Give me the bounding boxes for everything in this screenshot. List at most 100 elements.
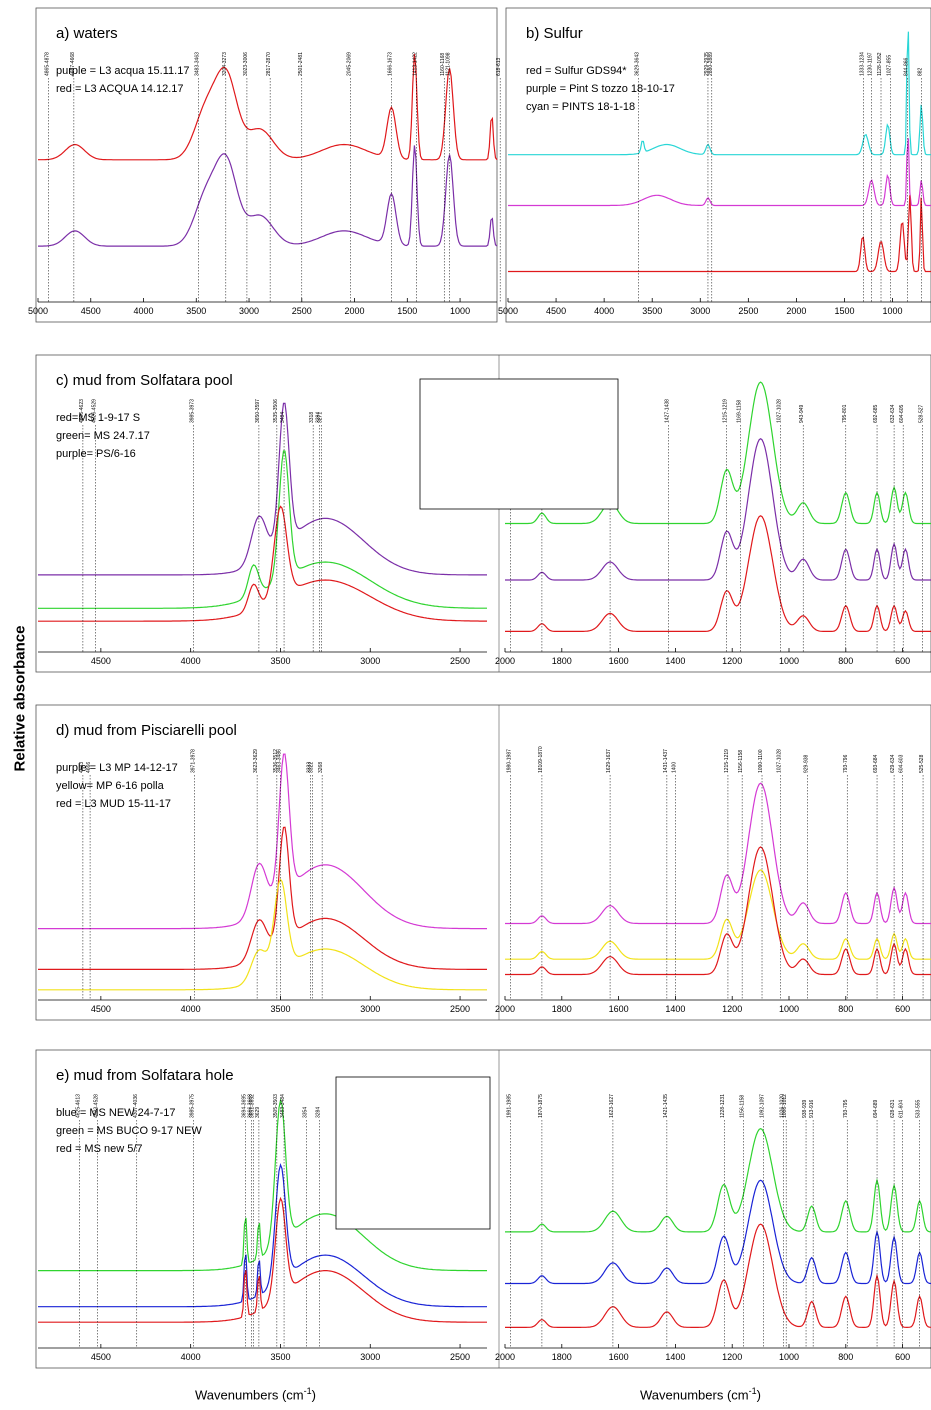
x-tick-label-e2: 600: [895, 1352, 910, 1362]
panel-frame-e: [35, 1049, 931, 1369]
x-tick-label-a: 1500: [397, 306, 417, 316]
x-tick-label-e2: 2000: [495, 1352, 515, 1362]
x-tick-label-e: 4500: [91, 1352, 111, 1362]
peak-label-e: 3985-3975: [189, 1094, 195, 1118]
series-line-c2-purple: [505, 437, 931, 581]
peak-label-c2: 943-949: [799, 404, 805, 423]
x-tick-label-c: 3500: [270, 656, 290, 666]
x-tick-label-d2: 1800: [552, 1004, 572, 1014]
peak-label-e2: 1623-1627: [609, 1094, 615, 1118]
peak-label-c: 3484: [280, 412, 286, 423]
x-tick-label-a: 5000: [28, 306, 48, 316]
x-tick-label-b: 1000: [883, 306, 903, 316]
x-axis-label-text: Wavenumbers (cm: [195, 1387, 304, 1403]
series-line-c-green: [38, 450, 487, 609]
x-tick-label-d: 4500: [91, 1004, 111, 1014]
x-tick-label-b: 3000: [690, 306, 710, 316]
series-line-b-red: [508, 195, 931, 273]
series-line-e2-green: [505, 1128, 931, 1233]
peak-label-c2: 1027-1028: [776, 399, 782, 423]
legend-entry-a: red = L3 ACQUA 14.12.17: [56, 83, 184, 95]
peak-label-a: 4657-4668: [70, 52, 76, 76]
series-line-c2-green: [505, 381, 931, 525]
x-tick-label-c2: 1000: [779, 656, 799, 666]
x-tick-label-d: 2500: [450, 1004, 470, 1014]
peak-label-d: 3623-3629: [253, 749, 259, 773]
peak-label-c2: 604-605: [899, 404, 905, 423]
x-tick-label-a: 2000: [345, 306, 365, 316]
peak-label-a: 3483-3463: [194, 52, 200, 76]
x-tick-label-e: 3500: [270, 1352, 290, 1362]
series-line-d-yellow: [38, 878, 487, 991]
peak-label-d2: 18109-1870: [538, 746, 544, 773]
peak-label-b: 844-866: [904, 57, 910, 76]
x-tick-label-b: 2500: [738, 306, 758, 316]
peak-label-a: 2045-2069: [346, 52, 352, 76]
x-tick-label-e2: 1600: [609, 1352, 629, 1362]
series-line-c-red: [38, 505, 487, 622]
legend-entry-d: red = L3 MUD 15-11-17: [56, 798, 171, 810]
peak-label-c: 4526-4529: [91, 399, 97, 423]
panel-frame-a: [35, 7, 498, 323]
series-line-e-red: [38, 1196, 487, 1323]
x-tick-label-d2: 800: [838, 1004, 853, 1014]
peak-label-e2: 913-916: [809, 1099, 815, 1118]
legend-entry-b: red = Sulfur GDS94*: [526, 65, 627, 77]
series-line-a-red: [38, 53, 498, 161]
peak-label-d2: 1027-1028: [776, 749, 782, 773]
legend-entry-a: purple = L3 acqua 15.11.17: [56, 65, 189, 77]
series-line-b-magenta: [508, 138, 931, 207]
peak-label-c: 3318: [309, 412, 315, 423]
x-tick-label-d2: 1000: [779, 1004, 799, 1014]
panel-frame-b: [505, 7, 931, 323]
peak-label-b: 2880-2889: [708, 52, 714, 76]
legend-entry-c: purple= PS/6-16: [56, 448, 136, 460]
peak-label-a: 3204-3273: [222, 52, 228, 76]
x-tick-label-b: 1500: [834, 306, 854, 316]
peak-label-d: 3268: [318, 762, 324, 773]
peak-label-e: 4307-4036: [133, 1094, 139, 1118]
x-tick-label-b: 2000: [786, 306, 806, 316]
peak-label-b: 1230-1197: [867, 52, 873, 76]
peak-label-d: 3463-3486: [276, 749, 282, 773]
peak-label-e2: 1092-1097: [759, 1094, 765, 1118]
x-tick-label-c: 4000: [181, 656, 201, 666]
peak-label-e2: 1991-1985: [507, 1094, 513, 1118]
x-axis-label-sup: -1: [303, 1386, 312, 1396]
peak-label-d2: 1980-1987: [507, 749, 513, 773]
legend-entry-d: yellow= MP 6-16 polla: [56, 780, 165, 792]
peak-label-e2: 533-555: [916, 1099, 922, 1118]
x-tick-label-b: 4500: [546, 306, 566, 316]
series-line-b-cyan: [508, 31, 931, 156]
x-tick-label-a: 3000: [239, 306, 259, 316]
peak-label-e2: 1006-1012: [782, 1094, 788, 1118]
peak-label-e2: 938-939: [802, 1099, 808, 1118]
peak-label-d2: 1431-1437: [663, 749, 669, 773]
series-line-e-blue: [38, 1162, 487, 1308]
legend-entry-b: purple = Pint S tozzo 18-10-17: [526, 83, 675, 95]
peak-label-b: 882: [917, 67, 923, 76]
series-line-e-green: [38, 1098, 487, 1272]
panel-title-d: d) mud from Pisciarelli pool: [56, 722, 237, 739]
x-tick-label-d: 4000: [181, 1004, 201, 1014]
peak-label-b: 1333-1234: [860, 52, 866, 76]
x-tick-label-a: 2500: [292, 306, 312, 316]
x-axis-label-text: Wavenumbers (cm: [640, 1387, 749, 1403]
peak-label-d2: 1400: [671, 762, 677, 773]
x-tick-label-c2: 800: [838, 656, 853, 666]
peak-label-d2: 1156-1158: [738, 750, 744, 773]
peak-label-c2: 692-685: [873, 404, 879, 423]
peak-label-e2: 1421-1435: [663, 1094, 669, 1118]
peak-label-c2: 1169-1158: [737, 400, 743, 423]
peak-label-a: 3023-3006: [243, 52, 249, 76]
peak-label-e: 3694-3695: [241, 1094, 247, 1118]
panel-title-e: e) mud from Solfatara hole: [56, 1067, 234, 1084]
peak-label-c: 3535-3506: [273, 399, 279, 423]
x-tick-label-a: 3500: [186, 306, 206, 316]
peak-label-c: 4606-4623: [79, 399, 85, 423]
peak-label-e: 3483-3484: [280, 1094, 286, 1118]
peak-label-e2: 628-631: [890, 1099, 896, 1118]
inset-box-c: [419, 378, 619, 510]
peak-label-a: 2817-2870: [266, 52, 272, 76]
